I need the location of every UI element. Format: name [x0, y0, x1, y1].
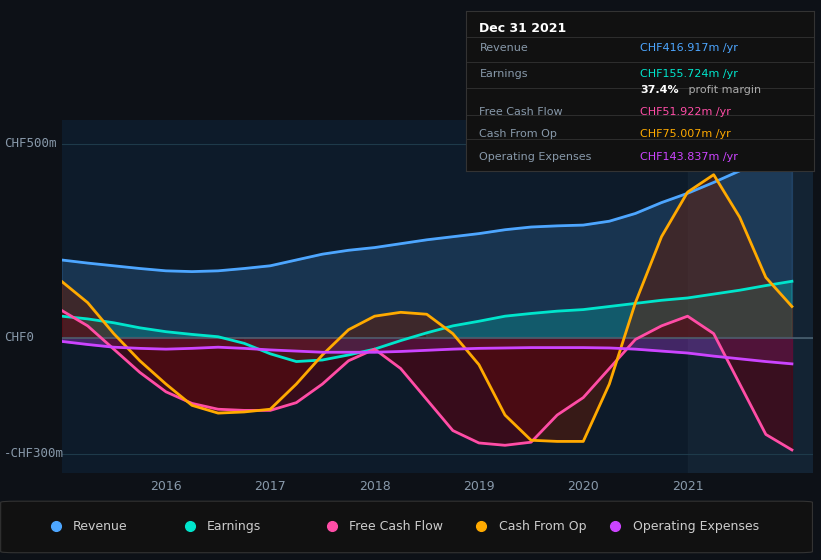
Text: CHF143.837m /yr: CHF143.837m /yr: [640, 152, 738, 162]
Text: Cash From Op: Cash From Op: [479, 129, 557, 139]
Text: Operating Expenses: Operating Expenses: [479, 152, 592, 162]
Text: Free Cash Flow: Free Cash Flow: [349, 520, 443, 533]
Text: Earnings: Earnings: [479, 69, 528, 78]
Bar: [687, 120, 813, 473]
Text: Revenue: Revenue: [479, 43, 528, 53]
Text: Earnings: Earnings: [207, 520, 261, 533]
Text: CHF416.917m /yr: CHF416.917m /yr: [640, 43, 738, 53]
Text: 37.4%: 37.4%: [640, 85, 679, 95]
Text: Dec 31 2021: Dec 31 2021: [479, 22, 566, 35]
Text: CHF500m: CHF500m: [4, 137, 57, 150]
Text: Revenue: Revenue: [73, 520, 128, 533]
FancyBboxPatch shape: [1, 501, 813, 553]
Text: profit margin: profit margin: [686, 85, 761, 95]
Text: CHF155.724m /yr: CHF155.724m /yr: [640, 69, 738, 78]
Text: Operating Expenses: Operating Expenses: [633, 520, 759, 533]
Text: CHF51.922m /yr: CHF51.922m /yr: [640, 107, 731, 117]
Text: Free Cash Flow: Free Cash Flow: [479, 107, 563, 117]
Text: -CHF300m: -CHF300m: [4, 447, 64, 460]
Text: Cash From Op: Cash From Op: [499, 520, 586, 533]
Text: CHF0: CHF0: [4, 331, 34, 344]
Text: CHF75.007m /yr: CHF75.007m /yr: [640, 129, 731, 139]
